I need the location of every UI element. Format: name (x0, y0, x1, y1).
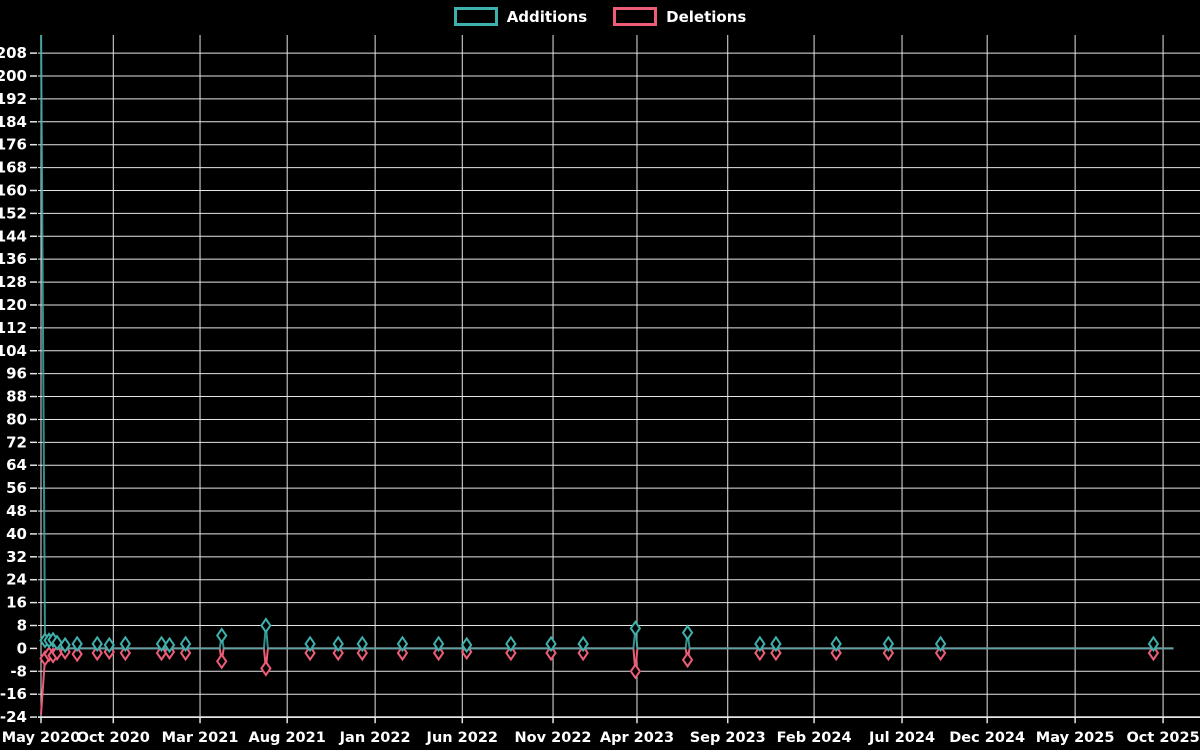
svg-text:152: 152 (0, 204, 27, 222)
svg-text:Sep 2023: Sep 2023 (690, 730, 766, 746)
svg-text:32: 32 (6, 548, 27, 566)
svg-text:-16: -16 (0, 685, 27, 703)
svg-text:104: 104 (0, 342, 27, 360)
svg-text:-8: -8 (10, 662, 27, 680)
svg-text:144: 144 (0, 227, 27, 245)
svg-text:Apr 2023: Apr 2023 (600, 730, 674, 746)
chart-legend: Additions Deletions (0, 7, 1200, 26)
svg-text:64: 64 (6, 456, 27, 474)
svg-text:96: 96 (6, 365, 27, 383)
svg-text:112: 112 (0, 319, 27, 337)
svg-text:16: 16 (6, 594, 27, 612)
svg-text:80: 80 (6, 410, 27, 428)
svg-text:48: 48 (6, 502, 27, 520)
svg-text:176: 176 (0, 136, 27, 154)
additions-swatch-icon (453, 7, 498, 26)
svg-text:128: 128 (0, 273, 27, 291)
svg-text:Jun 2022: Jun 2022 (426, 730, 498, 746)
svg-text:208: 208 (0, 44, 27, 62)
svg-text:160: 160 (0, 181, 27, 199)
legend-item-additions: Additions (453, 7, 588, 26)
deletions-swatch-icon (613, 7, 658, 26)
svg-text:56: 56 (6, 479, 27, 497)
svg-text:8: 8 (17, 617, 27, 635)
svg-text:136: 136 (0, 250, 27, 268)
svg-text:192: 192 (0, 90, 27, 108)
svg-text:May 2025: May 2025 (1036, 730, 1115, 746)
svg-text:Oct 2025: Oct 2025 (1126, 730, 1199, 746)
svg-text:24: 24 (6, 571, 27, 589)
legend-deletions-label: Deletions (666, 7, 747, 26)
svg-text:-24: -24 (0, 708, 27, 726)
svg-text:Aug 2021: Aug 2021 (249, 730, 326, 746)
additions-line (40, 35, 1174, 650)
grid (30, 35, 1200, 724)
svg-text:40: 40 (6, 525, 27, 543)
svg-text:Mar 2021: Mar 2021 (162, 730, 239, 746)
svg-text:200: 200 (0, 67, 27, 85)
deletions-line (40, 647, 1174, 715)
legend-item-deletions: Deletions (613, 7, 746, 26)
svg-text:Jul 2024: Jul 2024 (868, 730, 935, 746)
svg-text:168: 168 (0, 159, 27, 177)
svg-text:Oct 2020: Oct 2020 (77, 730, 150, 746)
svg-text:0: 0 (17, 639, 27, 657)
svg-text:72: 72 (6, 433, 27, 451)
svg-text:Nov 2022: Nov 2022 (515, 730, 592, 746)
svg-text:120: 120 (0, 296, 27, 314)
svg-text:88: 88 (6, 388, 27, 406)
svg-text:184: 184 (0, 113, 27, 131)
y-axis-labels: -24 -16 -8 0 8 16 24 32 40 48 56 64 72 80 88 96 104 112 12… (0, 44, 27, 726)
svg-text:Jan 2022: Jan 2022 (339, 730, 411, 746)
svg-text:May 2020: May 2020 (2, 730, 81, 746)
svg-text:Dec 2024: Dec 2024 (949, 730, 1025, 746)
deletions-markers (39, 643, 1160, 680)
svg-text:Feb 2024: Feb 2024 (777, 730, 852, 746)
additions-markers (39, 617, 1160, 654)
legend-additions-label: Additions (506, 7, 588, 26)
